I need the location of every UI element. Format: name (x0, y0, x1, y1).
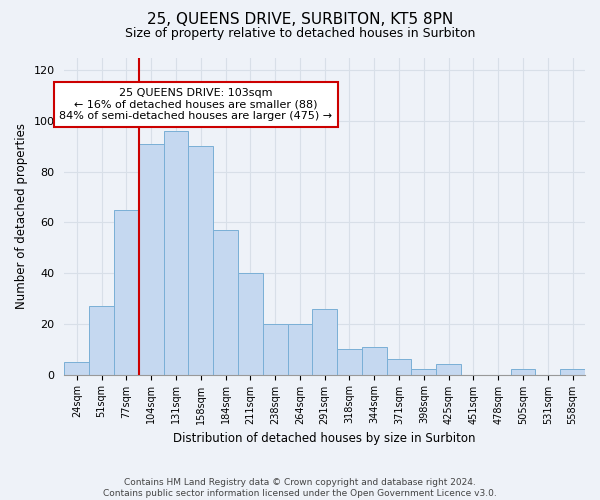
Text: 25, QUEENS DRIVE, SURBITON, KT5 8PN: 25, QUEENS DRIVE, SURBITON, KT5 8PN (147, 12, 453, 28)
Bar (89, 306, 114, 374)
X-axis label: Distribution of detached houses by size in Surbiton: Distribution of detached houses by size … (173, 432, 476, 445)
Bar (362, 346, 386, 374)
Text: Contains HM Land Registry data © Crown copyright and database right 2024.
Contai: Contains HM Land Registry data © Crown c… (103, 478, 497, 498)
Bar (164, 131, 188, 374)
Bar (313, 308, 337, 374)
Bar (560, 370, 585, 374)
Bar (412, 370, 436, 374)
Bar (511, 370, 535, 374)
Bar (238, 273, 263, 374)
Bar (188, 146, 213, 374)
Bar (287, 324, 313, 374)
Bar (114, 210, 139, 374)
Bar (436, 364, 461, 374)
Bar (139, 144, 164, 374)
Text: Size of property relative to detached houses in Surbiton: Size of property relative to detached ho… (125, 28, 475, 40)
Text: 25 QUEENS DRIVE: 103sqm
← 16% of detached houses are smaller (88)
84% of semi-de: 25 QUEENS DRIVE: 103sqm ← 16% of detache… (59, 88, 332, 121)
Bar (337, 349, 362, 374)
Bar (213, 230, 238, 374)
Bar (64, 362, 89, 374)
Bar (263, 324, 287, 374)
Y-axis label: Number of detached properties: Number of detached properties (15, 123, 28, 309)
Bar (386, 360, 412, 374)
